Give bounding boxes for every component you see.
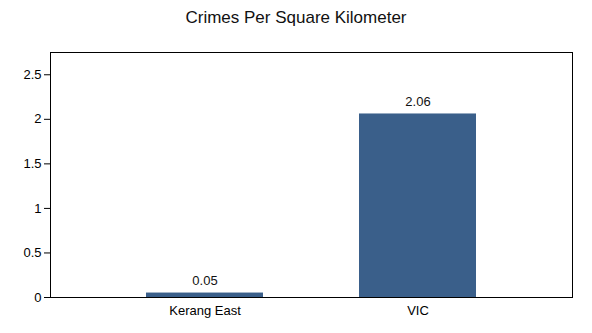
svg-text:2: 2: [34, 111, 41, 126]
svg-text:1: 1: [34, 201, 41, 216]
svg-text:2.06: 2.06: [405, 94, 430, 109]
html-text:Crimes Per Square Kilometer: Crimes Per Square Kilometer: [185, 8, 407, 27]
svg-text:2.5: 2.5: [23, 67, 41, 82]
svg-text:Kerang East: Kerang East: [169, 303, 241, 318]
svg-text:0.5: 0.5: [23, 245, 41, 260]
svg-text:VIC: VIC: [407, 303, 429, 318]
svg-text:0.05: 0.05: [192, 273, 217, 288]
svg-text:1.5: 1.5: [23, 156, 41, 171]
svg-text:0: 0: [34, 290, 41, 305]
